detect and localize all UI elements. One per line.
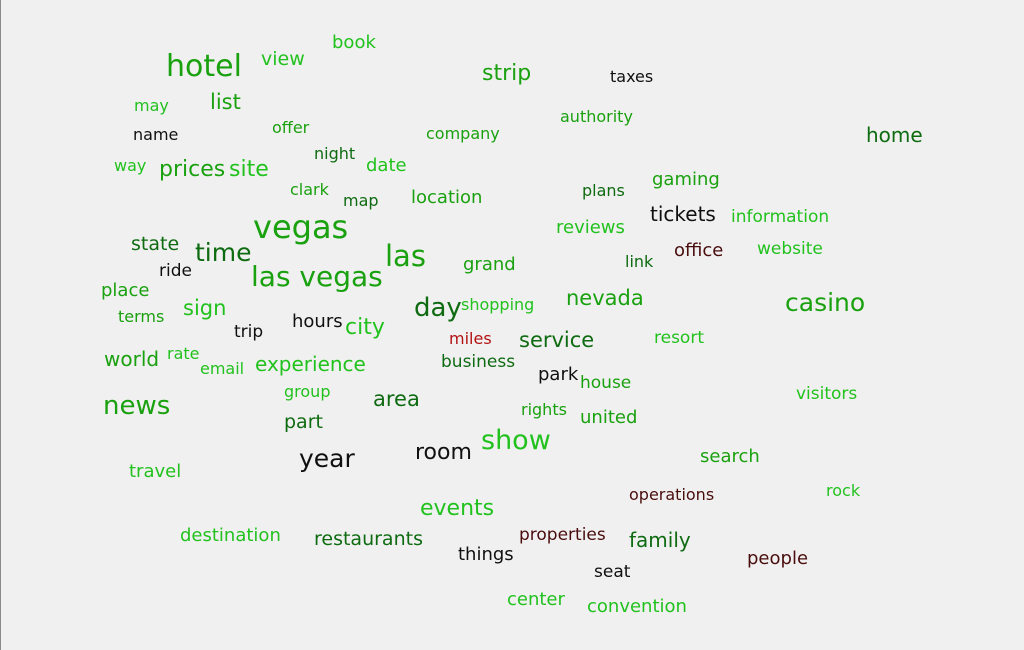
cloud-word: events [420,496,495,521]
cloud-word: authority [560,107,633,126]
cloud-word: company [426,124,500,143]
cloud-word: properties [519,525,606,545]
cloud-word: visitors [796,384,858,404]
cloud-word: taxes [610,67,654,86]
cloud-word: room [415,440,472,465]
cloud-word: website [757,239,823,259]
cloud-word: reviews [556,217,625,238]
cloud-word: day [414,293,462,323]
cloud-word: view [261,48,305,70]
cloud-word: shopping [461,295,535,314]
cloud-word: hotel [166,49,242,84]
cloud-word: site [229,157,269,182]
cloud-word: rights [521,400,567,419]
cloud-word: map [343,191,379,210]
cloud-word: group [284,382,331,401]
cloud-word: state [131,233,180,255]
cloud-word: night [314,144,356,163]
cloud-word: people [747,548,809,569]
cloud-word: house [580,373,632,393]
cloud-word: grand [463,254,516,275]
cloud-word: trip [234,322,264,342]
cloud-word: list [210,90,241,114]
cloud-word: miles [449,329,492,348]
cloud-word: travel [129,461,182,482]
cloud-word: part [284,411,323,433]
cloud-word: resort [654,328,704,348]
cloud-word: may [134,96,169,115]
cloud-word: place [101,280,150,301]
cloud-word: link [625,252,654,271]
cloud-word: plans [582,181,625,200]
cloud-word: date [366,155,407,176]
cloud-word: vegas [253,208,349,246]
cloud-word: family [629,528,691,552]
cloud-word: business [441,352,516,372]
cloud-word: park [538,364,579,385]
cloud-word: way [114,156,147,175]
cloud-word: time [195,238,252,267]
cloud-word: operations [629,485,715,504]
cloud-word: casino [785,288,866,317]
cloud-word: information [731,207,830,227]
cloud-word: restaurants [314,528,423,550]
cloud-word: center [507,589,565,610]
cloud-word: name [133,125,179,144]
cloud-word: gaming [652,169,720,190]
cloud-word: nevada [566,286,644,310]
cloud-word: rate [167,344,200,363]
cloud-word: show [481,425,551,456]
cloud-word: united [580,407,638,428]
cloud-word: ride [159,261,192,281]
cloud-word: las [385,239,426,273]
cloud-word: destination [180,525,281,546]
cloud-word: tickets [650,202,716,226]
cloud-word: service [519,328,595,352]
cloud-word: convention [587,596,687,617]
cloud-word: area [373,387,420,411]
cloud-word: year [299,444,355,473]
cloud-word: city [345,315,385,340]
cloud-word: clark [290,180,329,199]
cloud-word: email [200,359,245,378]
cloud-word: prices [159,157,226,182]
cloud-word: strip [482,61,532,86]
cloud-word: location [411,187,483,208]
cloud-word: terms [118,307,165,326]
cloud-word: home [866,123,923,147]
cloud-word: offer [272,118,310,137]
cloud-word: things [458,544,514,565]
cloud-word: search [700,446,760,467]
cloud-word: rock [826,481,861,500]
cloud-word: book [332,32,376,53]
cloud-word: news [103,391,171,421]
cloud-word: hours [292,311,343,332]
cloud-word: office [674,240,724,261]
cloud-word: world [104,347,160,371]
cloud-word: experience [255,352,366,376]
cloud-word: seat [594,562,631,582]
cloud-word: las vegas [251,260,383,293]
cloud-word: sign [183,296,227,320]
